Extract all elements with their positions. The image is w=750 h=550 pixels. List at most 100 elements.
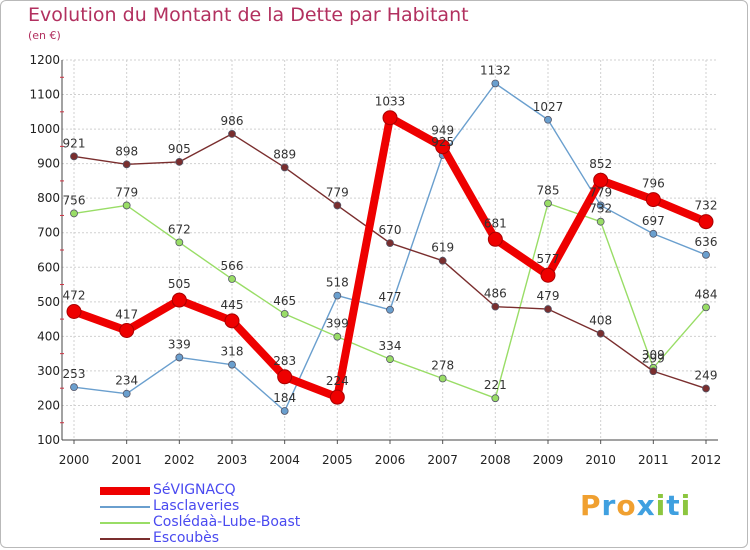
data-point bbox=[386, 355, 394, 364]
x-tick-label: 2009 bbox=[533, 453, 564, 467]
data-label: 184 bbox=[273, 391, 296, 405]
brand-logo-letter: x bbox=[636, 489, 656, 522]
brand-logo-letter: t bbox=[666, 489, 681, 522]
data-label: 670 bbox=[379, 223, 402, 237]
data-label: 518 bbox=[326, 276, 349, 290]
data-label: 505 bbox=[168, 277, 191, 291]
data-label: 949 bbox=[431, 124, 454, 138]
x-tick-label: 2003 bbox=[217, 453, 248, 467]
data-point bbox=[596, 201, 605, 210]
data-point bbox=[119, 322, 135, 338]
data-label: 234 bbox=[115, 374, 138, 388]
data-point bbox=[593, 172, 609, 188]
chart-title: Evolution du Montant de la Dette par Hab… bbox=[28, 4, 469, 26]
y-tick-label: 600 bbox=[37, 260, 60, 274]
y-tick-label: 200 bbox=[37, 398, 60, 412]
data-label: 472 bbox=[63, 288, 86, 302]
y-tick-label: 300 bbox=[37, 364, 60, 378]
legend-label: SéVIGNACQ bbox=[153, 482, 236, 498]
x-tick-label: 2010 bbox=[585, 453, 616, 467]
legend-label: Coslédaà-Lube-Boast bbox=[153, 514, 301, 530]
data-point bbox=[491, 394, 500, 403]
data-point bbox=[698, 214, 714, 230]
data-point bbox=[645, 192, 661, 208]
data-label: 905 bbox=[168, 142, 191, 156]
x-tick-label: 2002 bbox=[164, 453, 195, 467]
data-label: 779 bbox=[326, 185, 349, 199]
brand-logo-letter: P bbox=[580, 489, 602, 522]
brand-logo-letter: i bbox=[680, 489, 692, 522]
data-point bbox=[382, 110, 398, 126]
legend-item: Lasclaveries bbox=[100, 498, 360, 515]
data-label: 484 bbox=[695, 287, 718, 301]
data-label: 299 bbox=[642, 351, 665, 365]
data-point bbox=[224, 313, 240, 329]
data-label: 636 bbox=[695, 235, 718, 249]
data-label: 779 bbox=[589, 185, 612, 199]
data-label: 566 bbox=[221, 259, 244, 273]
brand-logo-letter: o bbox=[616, 489, 637, 522]
x-tick-label: 2008 bbox=[480, 453, 511, 467]
data-label: 925 bbox=[431, 135, 454, 149]
x-tick-label: 2007 bbox=[427, 453, 458, 467]
chart-subtitle: (en €) bbox=[28, 29, 61, 42]
data-label: 445 bbox=[221, 298, 244, 312]
y-tick-label: 100 bbox=[37, 433, 60, 447]
data-point bbox=[333, 201, 342, 210]
legend-swatch bbox=[100, 506, 150, 508]
data-point bbox=[280, 407, 289, 415]
brand-logo-letter: r bbox=[601, 489, 617, 522]
data-label: 334 bbox=[379, 339, 402, 353]
data-point bbox=[122, 160, 131, 169]
data-point bbox=[122, 201, 131, 210]
y-tick-label: 1000 bbox=[29, 122, 60, 136]
data-point bbox=[175, 238, 184, 247]
legend-swatch bbox=[100, 522, 150, 524]
data-label: 732 bbox=[589, 202, 612, 216]
legend-swatch bbox=[100, 538, 150, 540]
data-point bbox=[438, 374, 447, 383]
data-label: 221 bbox=[484, 378, 507, 392]
x-tick-label: 2004 bbox=[269, 453, 300, 467]
legend-item: SéVIGNACQ bbox=[100, 482, 360, 499]
legend-label: Lasclaveries bbox=[153, 498, 240, 514]
y-tick-label: 1200 bbox=[29, 53, 60, 67]
brand-logo: Proxiti bbox=[580, 489, 691, 522]
data-point bbox=[70, 383, 78, 392]
data-label: 1033 bbox=[375, 95, 406, 109]
data-label: 889 bbox=[273, 147, 296, 161]
data-point bbox=[122, 389, 131, 398]
data-point bbox=[596, 329, 605, 338]
data-label: 898 bbox=[115, 144, 138, 158]
data-point bbox=[333, 332, 342, 341]
data-label: 779 bbox=[115, 185, 138, 199]
data-label: 921 bbox=[63, 136, 86, 150]
data-point bbox=[70, 209, 78, 218]
legend-label: Escoubès bbox=[153, 530, 220, 546]
x-tick-label: 2006 bbox=[375, 453, 406, 467]
data-point bbox=[228, 130, 236, 138]
data-label: 619 bbox=[431, 241, 454, 255]
data-point bbox=[544, 115, 552, 124]
brand-logo-letter: i bbox=[655, 489, 667, 522]
data-point bbox=[491, 79, 500, 88]
data-point bbox=[649, 367, 658, 376]
data-label: 1027 bbox=[533, 100, 564, 114]
data-label: 408 bbox=[589, 314, 612, 328]
y-tick-label: 400 bbox=[37, 329, 60, 343]
y-tick-label: 800 bbox=[37, 191, 60, 205]
x-tick-label: 2000 bbox=[59, 453, 90, 467]
y-tick-label: 1100 bbox=[29, 88, 60, 102]
data-point bbox=[596, 217, 605, 226]
data-point bbox=[544, 305, 552, 313]
data-point bbox=[70, 152, 78, 161]
data-point bbox=[228, 275, 236, 283]
data-label: 477 bbox=[379, 290, 402, 304]
data-label: 681 bbox=[484, 216, 507, 230]
data-point bbox=[438, 256, 447, 265]
data-label: 756 bbox=[63, 193, 86, 207]
y-tick-label: 500 bbox=[37, 295, 60, 309]
data-point bbox=[280, 310, 289, 318]
data-point bbox=[386, 239, 394, 247]
